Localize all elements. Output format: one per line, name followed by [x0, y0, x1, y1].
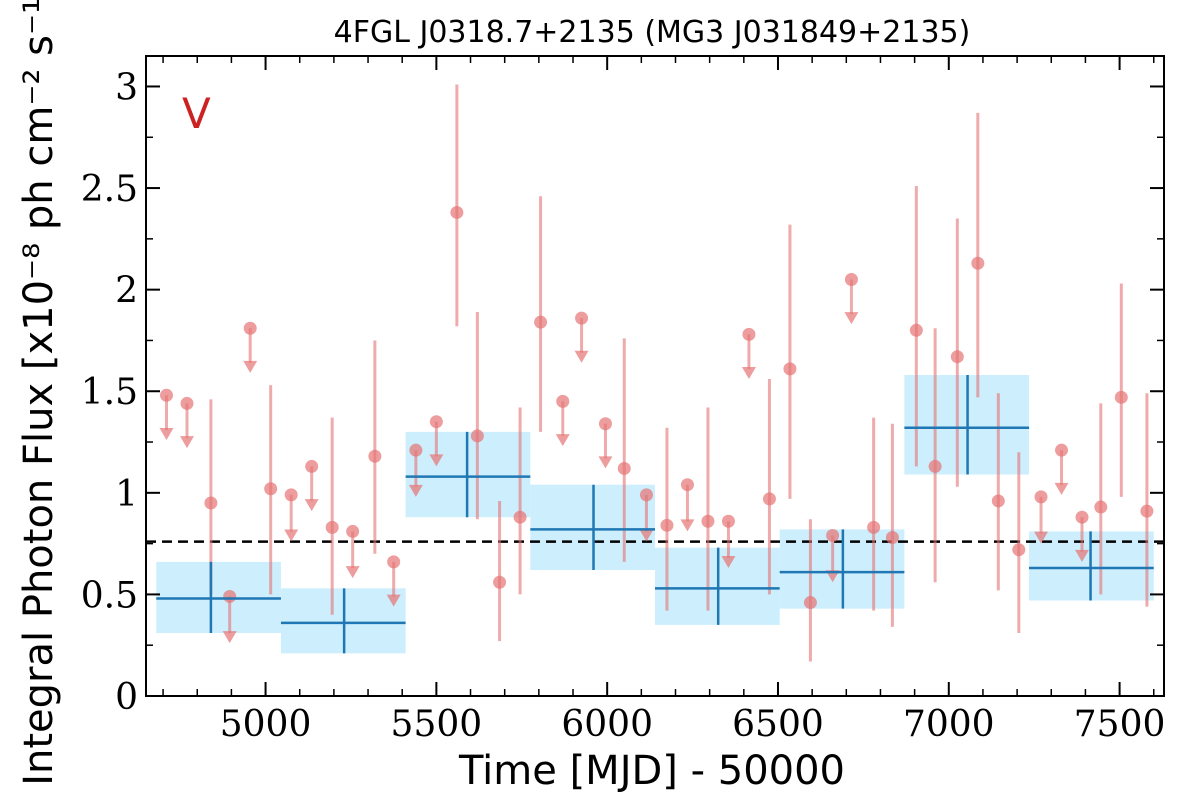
y-tick-label: 1 [115, 474, 138, 515]
y-tick-label: 2 [115, 271, 138, 312]
upper-limit-point [680, 478, 694, 492]
detection-point [928, 459, 942, 473]
upper-limit-point [598, 417, 612, 431]
detection-point [867, 520, 881, 534]
detection-point [1140, 504, 1154, 518]
x-tick-label: 5500 [391, 704, 483, 745]
upper-limit-arrow [555, 434, 570, 447]
y-axis-label: Integral Photon Flux [x10⁻⁸ ph cm⁻² s⁻¹] [16, 0, 62, 786]
detection-point [368, 449, 382, 463]
upper-limit-point [180, 396, 194, 410]
upper-limit-point [284, 488, 298, 502]
upper-limit-arrow [1054, 482, 1069, 495]
upper-limit-arrow [284, 529, 299, 542]
upper-limit-arrow [222, 631, 237, 644]
x-tick-label: 5000 [220, 704, 312, 745]
upper-limit-point [844, 272, 858, 286]
upper-limit-arrow [159, 427, 174, 440]
upper-limit-arrow [721, 555, 736, 568]
detection-point [1114, 390, 1128, 404]
y-tick-label: 2.5 [81, 169, 138, 210]
upper-limit-point [429, 415, 443, 429]
detection-point [204, 496, 218, 510]
upper-limit-arrow [243, 360, 258, 373]
upper-limit-arrow [574, 350, 589, 363]
x-tick-label: 6000 [561, 704, 653, 745]
y-tick-label: 1.5 [81, 372, 138, 413]
detection-point [803, 596, 817, 610]
upper-limit-point [223, 589, 237, 603]
detection-point [493, 575, 507, 589]
upper-limit-arrow [429, 454, 444, 467]
detection-point [660, 518, 674, 532]
detection-point [325, 520, 339, 534]
detection-point [971, 256, 985, 270]
upper-limit-point [305, 459, 319, 473]
upper-limit-point [346, 524, 360, 538]
detection-point [701, 514, 715, 528]
upper-limit-point [1075, 510, 1089, 524]
upper-limit-point [243, 321, 257, 335]
detection-point [617, 461, 631, 475]
upper-limit-arrow [408, 484, 423, 497]
detection-point [783, 362, 797, 376]
upper-limit-point [409, 443, 423, 457]
upper-limit-arrow [680, 519, 695, 532]
upper-limit-arrow [304, 499, 319, 512]
upper-limit-arrow [386, 594, 401, 607]
detection-point [264, 482, 278, 496]
x-tick-label: 7500 [1074, 704, 1166, 745]
upper-limit-arrow [1034, 531, 1049, 544]
upper-limit-arrow [1075, 549, 1090, 562]
panel-letter: V [182, 89, 211, 138]
x-axis-label: Time [MJD] - 50000 [458, 748, 845, 794]
plot-area [146, 84, 1164, 662]
upper-limit-point [1034, 490, 1048, 504]
y-tick-label: 0.5 [81, 575, 138, 616]
detection-point [1094, 500, 1108, 514]
plot-frame [145, 55, 1165, 697]
detection-point [534, 315, 548, 329]
y-tick-label: 0 [115, 677, 138, 718]
upper-limit-arrow [345, 566, 360, 579]
detection-point [909, 323, 923, 337]
upper-limit-point [1055, 443, 1069, 457]
detection-point [1012, 543, 1026, 557]
x-tick-label: 6500 [732, 704, 824, 745]
upper-limit-point [159, 388, 173, 402]
upper-limit-point [556, 394, 570, 408]
detection-point [991, 494, 1005, 508]
upper-limit-arrow [598, 456, 613, 469]
detection-point [762, 492, 776, 506]
detection-point [885, 531, 899, 545]
upper-limit-point [387, 555, 401, 569]
y-tick-label: 3 [115, 67, 138, 108]
upper-limit-arrow [741, 367, 756, 380]
upper-limit-point [742, 327, 756, 341]
detection-point [470, 429, 484, 443]
axis-ticks: 5000 5500 6000 6500 7000 7500 0 0.5 1 1.5 2 2.5 3 [81, 56, 1166, 745]
upper-limit-point [575, 311, 589, 325]
detection-point [950, 350, 964, 364]
chart-title: 4FGL J0318.7+2135 (MG3 J031849+2135) [334, 15, 971, 50]
x-tick-label: 7000 [903, 704, 995, 745]
upper-limit-arrow [179, 436, 194, 449]
upper-limit-arrow [844, 312, 859, 325]
detection-point [513, 510, 527, 524]
upper-limit-point [721, 514, 735, 528]
upper-limit-arrow [639, 529, 654, 542]
upper-limit-point [639, 488, 653, 502]
detection-point [450, 205, 464, 219]
upper-limit-point [826, 528, 840, 542]
